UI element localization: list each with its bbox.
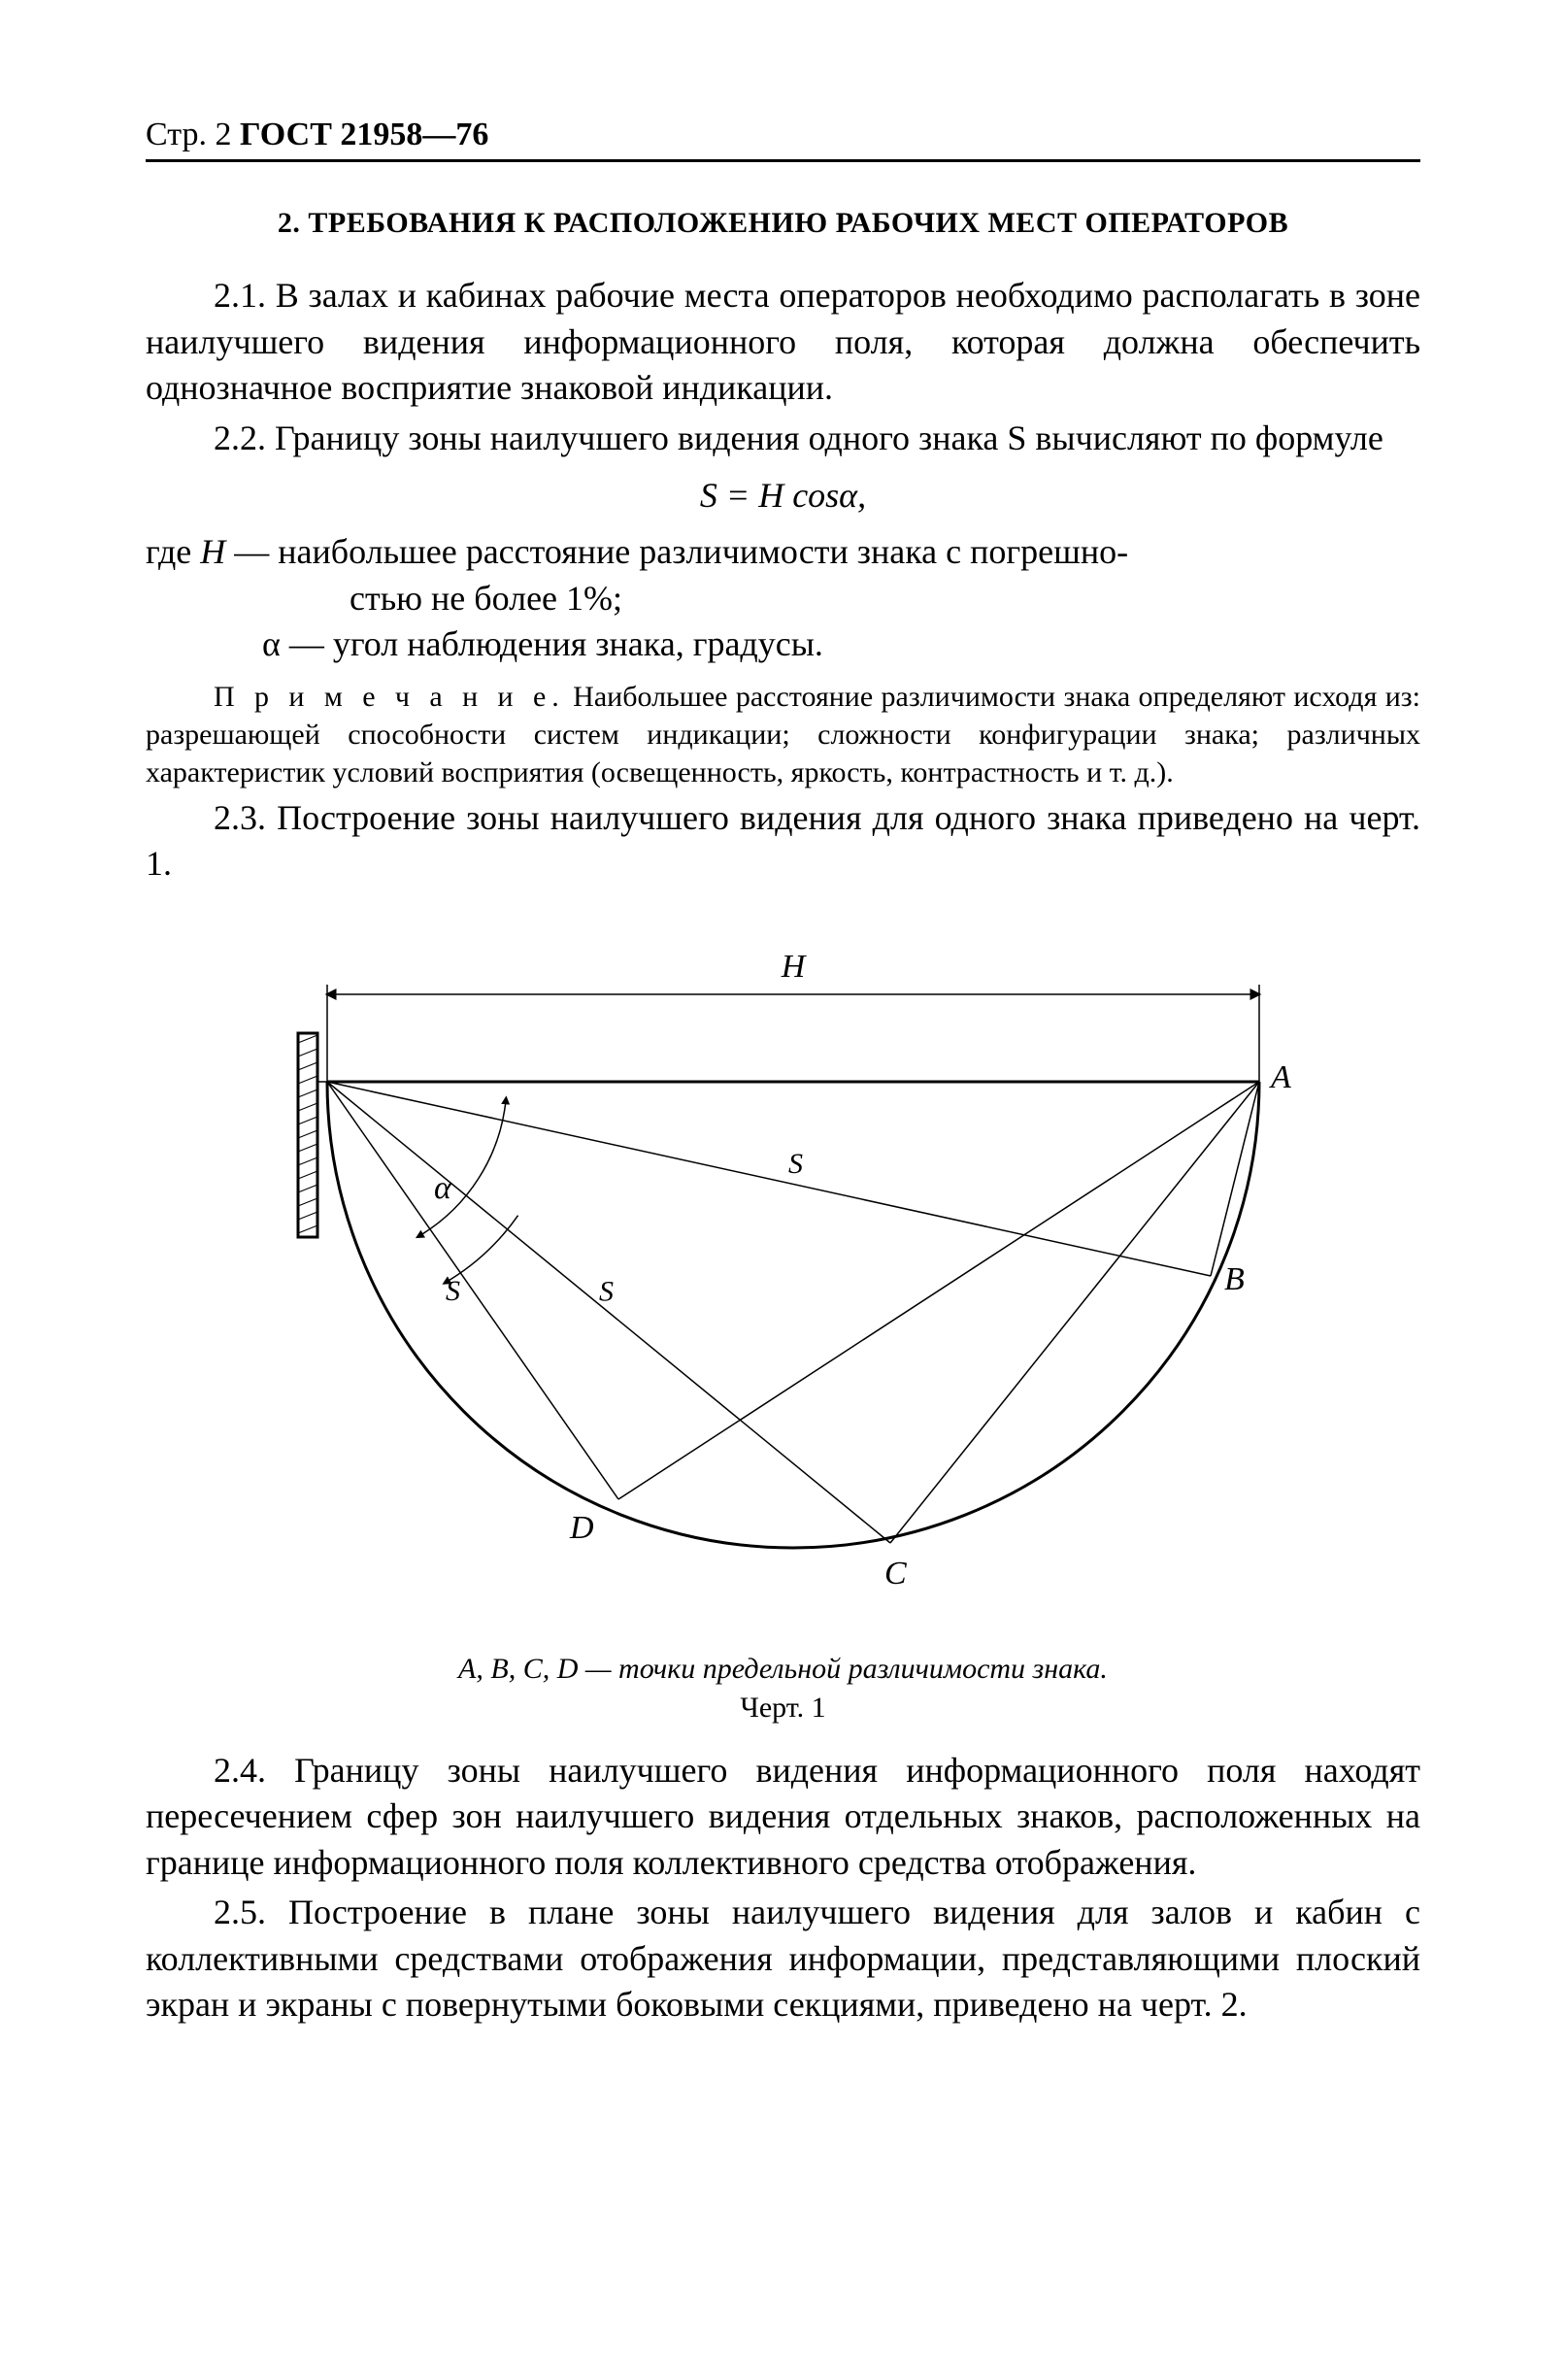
svg-text:C: C — [884, 1556, 907, 1592]
page-header: Стр. 2 ГОСТ 21958—76 — [146, 117, 1420, 153]
standard-code: ГОСТ 21958—76 — [240, 117, 488, 152]
figure-caption: A, B, C, D — точки предельной различимос… — [250, 1650, 1317, 1728]
note-lead: П р и м е ч а н и е. — [214, 681, 565, 713]
svg-text:B: B — [1224, 1261, 1245, 1297]
para-2-3: 2.3. Построение зоны наилучшего видения … — [146, 795, 1420, 888]
para-2-2: 2.2. Границу зоны наилучшего видения одн… — [146, 416, 1420, 462]
para-2-4: 2.4. Границу зоны наилучшего видения инф… — [146, 1748, 1420, 1887]
where-block: где H — наибольшее расстояние различимос… — [146, 529, 1420, 668]
svg-text:S: S — [599, 1275, 614, 1307]
svg-text:S: S — [446, 1275, 460, 1307]
header-rule — [146, 159, 1420, 162]
svg-text:D: D — [569, 1510, 594, 1546]
page-number: Стр. 2 — [146, 117, 232, 152]
section-title: 2. ТРЕБОВАНИЯ К РАСПОЛОЖЕНИЮ РАБОЧИХ МЕС… — [146, 207, 1420, 240]
para-2-1: 2.1. В залах и кабинах рабочие места опе… — [146, 273, 1420, 412]
svg-text:α: α — [434, 1170, 452, 1206]
svg-text:S: S — [788, 1148, 803, 1180]
figure-1: Hα S S S A B C D A, B, C, D — точки предельной … — [250, 926, 1317, 1728]
svg-text:A: A — [1269, 1059, 1291, 1095]
formula: S = H cosα, — [146, 475, 1420, 516]
document-page: Стр. 2 ГОСТ 21958—76 2. ТРЕБОВАНИЯ К РАС… — [0, 0, 1566, 2380]
note: П р и м е ч а н и е. Наибольшее расстоян… — [146, 678, 1420, 791]
svg-text:H: H — [780, 949, 807, 985]
figure-svg: Hα S S S A B C D — [250, 926, 1317, 1626]
para-2-5: 2.5. Построение в плане зоны наилучшего … — [146, 1890, 1420, 2028]
